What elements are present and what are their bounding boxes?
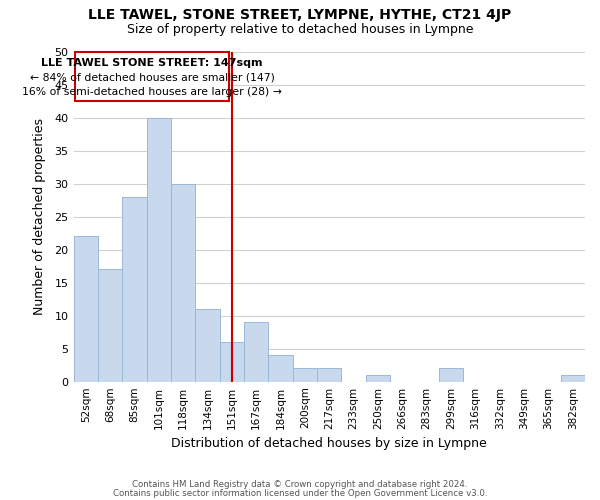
Y-axis label: Number of detached properties: Number of detached properties: [33, 118, 46, 315]
Bar: [439, 368, 463, 382]
Bar: [244, 322, 268, 382]
Bar: [98, 270, 122, 382]
Bar: [366, 375, 390, 382]
Bar: [122, 197, 146, 382]
Bar: [74, 236, 98, 382]
Bar: [220, 342, 244, 382]
Bar: [146, 118, 171, 382]
Text: ← 84% of detached houses are smaller (147): ← 84% of detached houses are smaller (14…: [29, 72, 275, 83]
Bar: [293, 368, 317, 382]
Text: 16% of semi-detached houses are larger (28) →: 16% of semi-detached houses are larger (…: [22, 87, 282, 97]
Bar: [171, 184, 196, 382]
Text: LLE TAWEL, STONE STREET, LYMPNE, HYTHE, CT21 4JP: LLE TAWEL, STONE STREET, LYMPNE, HYTHE, …: [88, 8, 512, 22]
Bar: [196, 309, 220, 382]
Text: Contains public sector information licensed under the Open Government Licence v3: Contains public sector information licen…: [113, 489, 487, 498]
Bar: [560, 375, 585, 382]
Bar: [268, 356, 293, 382]
Bar: [317, 368, 341, 382]
Text: LLE TAWEL STONE STREET: 147sqm: LLE TAWEL STONE STREET: 147sqm: [41, 58, 263, 68]
X-axis label: Distribution of detached houses by size in Lympne: Distribution of detached houses by size …: [172, 437, 487, 450]
FancyBboxPatch shape: [75, 52, 229, 101]
Text: Size of property relative to detached houses in Lympne: Size of property relative to detached ho…: [127, 22, 473, 36]
Text: Contains HM Land Registry data © Crown copyright and database right 2024.: Contains HM Land Registry data © Crown c…: [132, 480, 468, 489]
